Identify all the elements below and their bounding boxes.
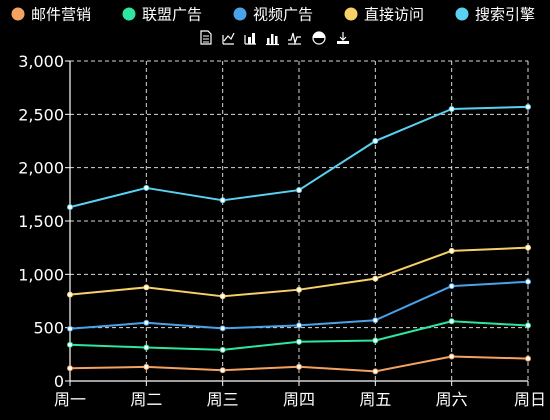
data-point[interactable]	[219, 346, 226, 353]
data-point[interactable]	[296, 338, 302, 345]
legend-item[interactable]: 邮件营销	[11, 6, 92, 24]
legend-label: 直接访问	[364, 6, 424, 24]
y-tick-label: 0	[54, 372, 64, 391]
data-point[interactable]	[525, 103, 531, 110]
save-image-icon[interactable]	[337, 32, 349, 44]
x-tick-label: 周三	[207, 390, 239, 409]
data-point[interactable]	[67, 325, 73, 332]
area-icon[interactable]	[288, 32, 301, 46]
legend-item[interactable]: 直接访问	[344, 6, 425, 24]
data-point[interactable]	[143, 284, 150, 291]
data-point[interactable]	[143, 344, 150, 351]
y-tick-label: 3,000	[18, 52, 64, 71]
data-point[interactable]	[219, 325, 226, 332]
data-point[interactable]	[372, 317, 379, 324]
line-chart-icon[interactable]	[222, 32, 235, 45]
x-tick-label: 周四	[283, 390, 315, 409]
legend-marker	[455, 7, 469, 21]
data-point[interactable]	[219, 293, 226, 300]
legend-item[interactable]: 搜索引擎	[455, 6, 536, 24]
bar-stack-icon[interactable]	[266, 34, 279, 46]
y-tick-label: 1,500	[18, 212, 64, 231]
data-point[interactable]	[448, 247, 455, 254]
data-point[interactable]	[448, 318, 455, 325]
legend-label: 联盟广告	[142, 6, 202, 24]
legend-item[interactable]: 联盟广告	[122, 6, 203, 24]
x-tick-label: 周日	[514, 390, 546, 409]
legend-marker	[344, 7, 358, 21]
data-point[interactable]	[296, 363, 302, 370]
series-4	[67, 244, 531, 300]
y-tick-label: 2,000	[18, 159, 64, 178]
data-point[interactable]	[448, 283, 455, 290]
series-5	[67, 103, 531, 211]
series-3	[67, 278, 531, 332]
data-point[interactable]	[525, 244, 531, 251]
y-tick-label: 2,500	[18, 105, 64, 124]
data-point[interactable]	[525, 355, 531, 362]
data-point[interactable]	[296, 286, 302, 293]
x-tick-label: 周五	[359, 390, 391, 409]
series-1	[67, 353, 531, 375]
axes: 0 500 1,000 1,500 2,000 2,500 3,000 周一 周二 周三 周四 周五 周…	[18, 52, 546, 409]
legend-marker	[122, 7, 136, 21]
data-point[interactable]	[372, 368, 379, 375]
data-point[interactable]	[143, 319, 150, 326]
data-point[interactable]	[143, 184, 150, 191]
legend-marker	[11, 7, 25, 21]
data-point[interactable]	[448, 106, 455, 112]
data-point[interactable]	[525, 278, 531, 285]
x-tick-label: 周二	[130, 390, 162, 409]
data-point[interactable]	[525, 322, 531, 329]
restore-icon[interactable]	[312, 31, 326, 45]
data-point[interactable]	[372, 337, 379, 344]
data-point[interactable]	[372, 275, 379, 282]
data-point[interactable]	[67, 365, 73, 372]
data-point[interactable]	[372, 138, 379, 144]
data-point[interactable]	[448, 353, 455, 360]
legend: 邮件营销 联盟广告 视频广告 直接访问 搜索引擎	[11, 6, 536, 24]
series-2	[67, 318, 531, 353]
data-point[interactable]	[67, 204, 73, 211]
x-tick-label: 周一	[54, 390, 86, 409]
data-point[interactable]	[219, 367, 226, 374]
data-point[interactable]	[143, 363, 150, 370]
bar-chart-icon[interactable]	[244, 33, 256, 45]
legend-label: 邮件营销	[31, 6, 91, 24]
data-point[interactable]	[67, 291, 73, 298]
data-point[interactable]	[219, 197, 226, 204]
data-view-icon[interactable]	[200, 30, 212, 45]
series-layer	[67, 103, 531, 375]
legend-marker	[233, 7, 247, 21]
legend-label: 搜索引擎	[475, 6, 535, 24]
toolbox	[200, 30, 349, 46]
data-point[interactable]	[296, 187, 302, 194]
legend-item[interactable]: 视频广告	[233, 6, 314, 24]
legend-label: 视频广告	[253, 6, 313, 24]
y-tick-label: 1,000	[18, 265, 64, 284]
data-point[interactable]	[296, 322, 302, 329]
y-tick-label: 500	[33, 319, 64, 338]
x-tick-label: 周六	[436, 390, 468, 409]
data-point[interactable]	[67, 341, 73, 348]
